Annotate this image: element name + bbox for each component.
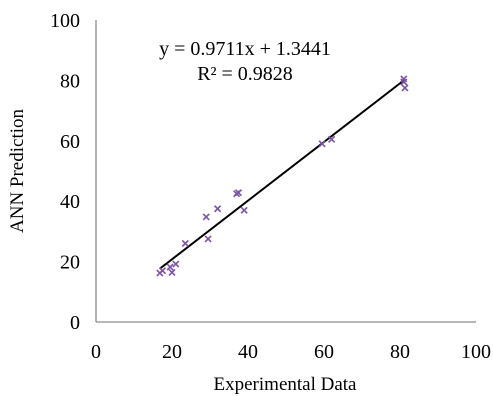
y-axis-title: ANN Prediction [7,108,28,233]
y-tick-label: 100 [50,10,80,32]
data-point [158,267,167,275]
x-tick-labels: 0 20 40 60 80 100 [91,341,491,363]
x-tick-label: 100 [461,341,491,363]
data-point [168,268,176,277]
data-point [328,135,336,143]
data-point [318,140,326,148]
data-point [401,84,409,92]
y-tick-labels: 0 20 40 60 80 100 [50,10,80,334]
r-squared-label: R² = 0.9828 [197,63,293,85]
data-point [204,235,212,243]
axes [95,20,476,323]
data-point [166,263,174,271]
data-points [156,75,409,277]
data-point [214,205,222,213]
y-tick-label: 40 [60,191,80,213]
data-point [240,206,248,214]
x-tick-label: 40 [238,341,258,363]
data-point [181,239,189,248]
y-tick-label: 20 [60,252,80,274]
y-tick-label: 60 [60,131,80,153]
y-tick-label: 0 [70,312,80,334]
x-tick-label: 20 [162,341,182,363]
x-tick-label: 60 [314,341,334,363]
data-point [172,260,180,268]
data-point [234,189,243,197]
y-tick-label: 80 [60,70,80,92]
trendline [159,78,406,270]
x-tick-label: 0 [91,341,101,363]
trendline-equation: y = 0.9711x + 1.3441 [159,38,331,60]
data-point [400,78,408,86]
x-tick-label: 80 [390,341,410,363]
data-point [202,213,210,221]
x-axis-title: Experimental Data [214,374,358,395]
